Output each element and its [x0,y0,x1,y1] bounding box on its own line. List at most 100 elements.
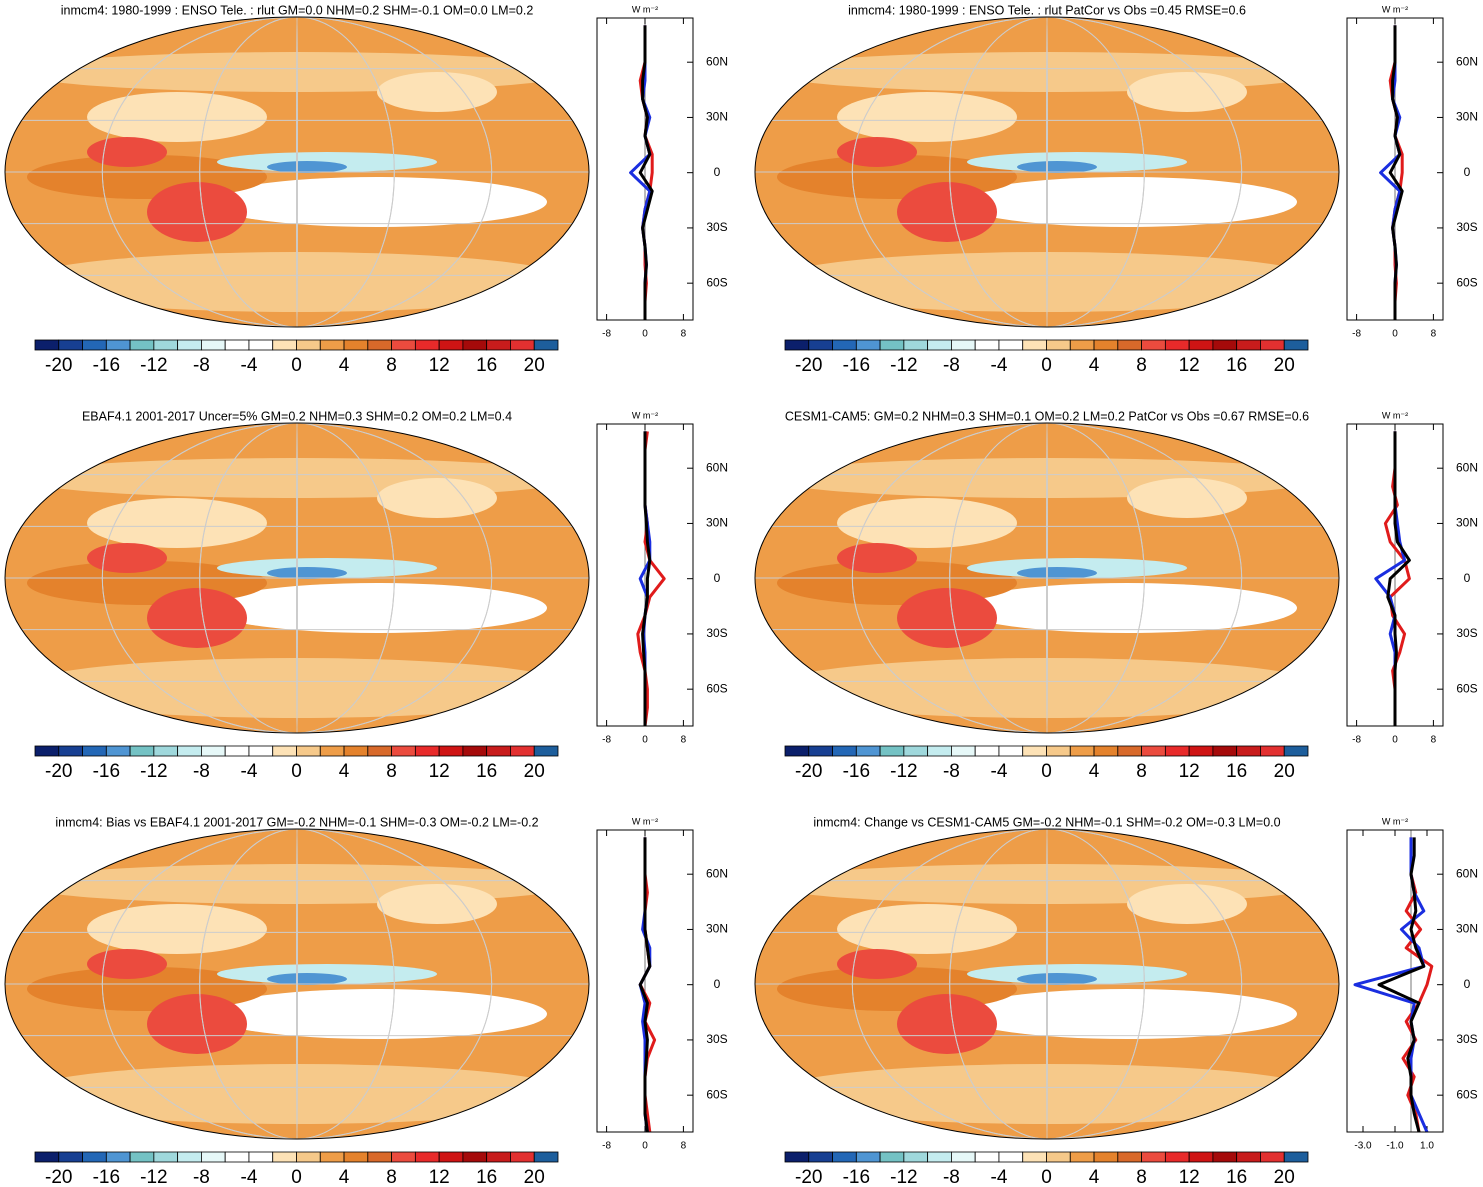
map-border [4,828,590,1140]
profile-frame [1346,829,1444,1133]
field-patch [377,72,497,112]
y-tick-label: 60N [1456,460,1478,474]
graticule [296,829,298,1139]
colorbar-label: 4 [1089,761,1100,782]
y-tick-label: 60S [1456,681,1477,695]
unit-label: W m⁻² [632,410,658,420]
profile-line [638,837,657,1133]
field-patch [897,588,997,648]
x-tick-label: 8 [1431,735,1437,746]
colorbar-label: 4 [339,1167,350,1187]
colorbar-label: 12 [429,1167,450,1187]
colorbar-box [1283,339,1309,351]
colorbar-label: 0 [291,355,302,376]
colorbar-box [343,745,369,757]
colorbar-label: 0 [1041,355,1052,376]
colorbar-box [319,1151,345,1163]
y-tick-label: 60N [706,866,728,880]
colorbar-box [248,745,274,757]
colorbar-label: -12 [140,355,167,376]
colorbar-box [224,1151,250,1163]
colorbar-box [1236,1151,1261,1163]
y-tick-label: 60S [1456,1087,1477,1101]
map-title: CESM1-CAM5: GM=0.2 NHM=0.3 SHM=0.1 OM=0.… [785,409,1309,423]
colorbar-box [248,339,274,351]
field-patch [837,904,1017,954]
y-tick-label: 30N [1456,922,1478,936]
x-tick-label: 1.0 [1420,1141,1434,1152]
x-tick-label: 0 [1392,735,1398,746]
colorbar-box [129,1151,155,1163]
colorbar-box [510,1151,535,1163]
colorbar-label: 0 [1041,761,1052,782]
colorbar-label: -4 [991,1167,1008,1187]
field-patch [897,994,997,1054]
colorbar-box [177,1151,202,1163]
y-tick-label: 30S [1456,1032,1477,1046]
profile-line [638,25,654,320]
colorbar-box [1022,1151,1047,1163]
field-patch [1017,161,1097,173]
colorbar-label: -4 [241,761,258,782]
colorbar-box [153,745,179,757]
colorbar-box [903,745,929,757]
colorbar-box [974,745,1000,757]
colorbar-box [129,339,155,351]
x-tick-label: 8 [681,735,687,746]
colorbar-box [414,745,440,757]
colorbar-label: -16 [843,761,870,782]
colorbar-box [1046,745,1071,757]
colorbar-box [105,1151,131,1163]
colorbar-label: 4 [1089,1167,1100,1187]
colorbar-box [974,339,1000,351]
unit-label: W m⁻² [632,816,658,826]
colorbar-label: 4 [339,355,350,376]
graticule [1046,423,1048,733]
colorbar-label: 12 [1179,1167,1200,1187]
colorbar-box [177,745,202,757]
map-border [4,422,590,734]
profile-frame [596,829,694,1133]
colorbar-label: 16 [476,1167,497,1187]
unit-label: W m⁻² [632,4,658,14]
colorbar-label: -8 [193,761,210,782]
colorbar-label: 16 [1226,761,1247,782]
colorbar-label: 8 [1136,355,1147,376]
x-tick-label: -1.0 [1386,1141,1404,1152]
colorbar-box [1093,339,1119,351]
field-patch [87,137,167,167]
profile-line [1353,837,1429,1133]
y-tick-label: 30N [706,922,728,936]
colorbar-box [808,745,833,757]
y-tick-label: 30S [706,220,727,234]
map-field [5,829,589,1139]
graticule [949,17,1145,327]
colorbar-label: 0 [1041,1167,1052,1187]
y-tick-label: 30S [1456,220,1477,234]
y-tick-label: 0 [714,165,721,179]
field-patch [207,177,547,227]
colorbar-box [855,1151,881,1163]
colorbar-box [1141,339,1166,351]
colorbar-label: -20 [795,761,822,782]
colorbar-box [1212,339,1238,351]
y-tick-label: 60N [1456,866,1478,880]
colorbar-label: 20 [524,355,545,376]
colorbar-box [1117,339,1142,351]
colorbar-box [1117,745,1142,757]
colorbar-box [201,1151,226,1163]
y-tick-label: 0 [714,571,721,585]
profile-line [638,837,652,1133]
colorbar-box [951,1151,976,1163]
colorbar-box [367,339,392,351]
graticule [199,829,395,1139]
colorbar-box [177,339,202,351]
colorbar-box [367,745,392,757]
colorbar-box [533,745,559,757]
field-patch [1127,72,1247,112]
field-patch [1017,567,1097,579]
map-field [755,829,1339,1139]
colorbar-box [1141,1151,1166,1163]
graticule [851,423,1243,733]
